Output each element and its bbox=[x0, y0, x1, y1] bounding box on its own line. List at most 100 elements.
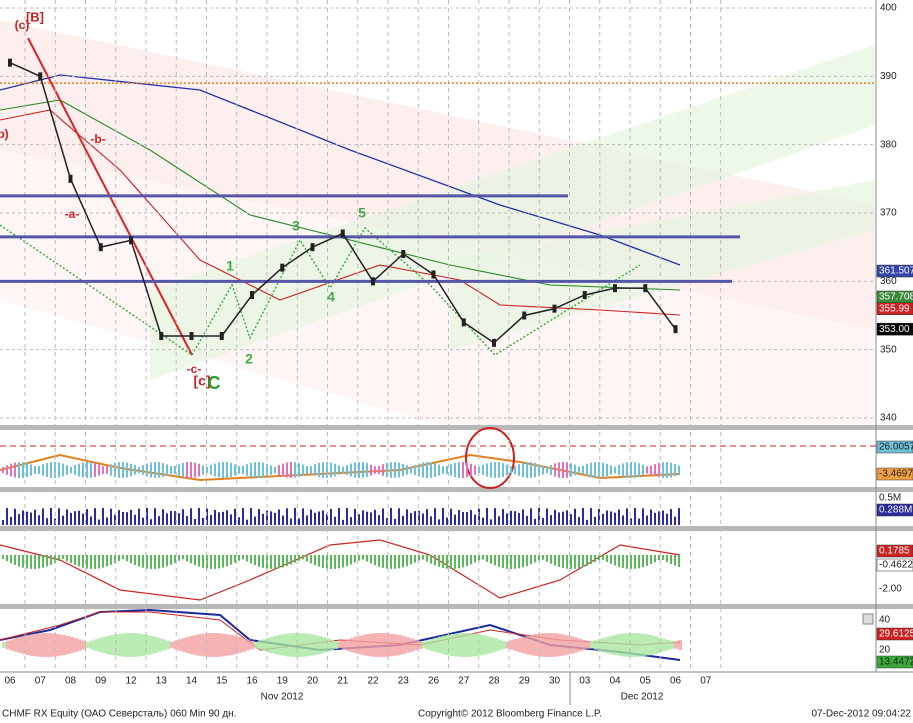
volume-bar bbox=[374, 509, 376, 525]
volume-bar bbox=[90, 516, 92, 525]
histogram-bar bbox=[130, 555, 132, 564]
cloud-bar bbox=[578, 638, 582, 652]
x-tick-label: 03 bbox=[579, 676, 591, 687]
histogram-bar bbox=[98, 555, 100, 569]
wave-annotation: 5 bbox=[358, 205, 366, 221]
volume-bar bbox=[98, 519, 100, 525]
price-candle bbox=[643, 284, 648, 293]
oscillator-bar bbox=[498, 462, 500, 478]
volume-bar bbox=[362, 510, 364, 525]
volume-bar bbox=[398, 508, 400, 525]
x-tick-label: 20 bbox=[307, 676, 319, 687]
volume-bar bbox=[298, 518, 300, 525]
histogram-bar bbox=[290, 555, 292, 565]
oscillator-bar bbox=[150, 462, 152, 478]
oscillator-bar bbox=[82, 462, 84, 478]
x-tick-label: 16 bbox=[246, 676, 258, 687]
x-tick-label: 06 bbox=[670, 676, 682, 687]
cloud-bar bbox=[154, 637, 158, 653]
cloud-bar bbox=[570, 636, 574, 654]
histogram-bar bbox=[14, 555, 16, 565]
histogram-bar bbox=[658, 555, 660, 561]
volume-bar bbox=[678, 508, 680, 525]
oscillator-bar bbox=[426, 462, 428, 478]
oscillator-bar bbox=[34, 466, 36, 474]
oscillator-bar bbox=[298, 463, 300, 477]
volume-bar bbox=[78, 510, 80, 525]
oscillator-bar bbox=[586, 464, 588, 476]
histogram-bar bbox=[246, 555, 248, 562]
volume-bar bbox=[306, 515, 308, 525]
oscillator-bar bbox=[554, 463, 556, 477]
histogram-bar bbox=[294, 555, 296, 563]
volume-bar bbox=[226, 510, 228, 525]
footer-center: Copyright© 2012 Bloomberg Finance L.P. bbox=[418, 709, 602, 720]
cloud-bar bbox=[78, 639, 82, 651]
histogram-bar bbox=[338, 555, 340, 569]
x-tick-label: 15 bbox=[216, 676, 228, 687]
oscillator-bar bbox=[670, 462, 672, 478]
histogram-bar bbox=[530, 555, 532, 565]
cloud-bar bbox=[178, 639, 182, 651]
oscillator-bar bbox=[522, 462, 524, 478]
cloud-bar bbox=[670, 641, 674, 649]
wave-annotation: [B] bbox=[26, 9, 44, 24]
indicator-label: 0.288M bbox=[879, 505, 912, 516]
cloud-bar bbox=[674, 641, 678, 649]
indicator-label: -0.4622 bbox=[879, 560, 913, 571]
volume-bar bbox=[570, 514, 572, 525]
histogram-bar bbox=[470, 555, 472, 565]
oscillator-bar bbox=[294, 462, 296, 478]
cloud-bar bbox=[302, 633, 306, 657]
volume-bar bbox=[558, 512, 560, 525]
cloud-bar bbox=[294, 633, 298, 657]
cloud-bar bbox=[442, 635, 446, 655]
wave-annotation: [c] bbox=[193, 373, 210, 389]
histogram-bar bbox=[162, 555, 164, 568]
oscillator-bar bbox=[238, 466, 240, 474]
histogram-bar bbox=[454, 555, 456, 569]
volume-bar bbox=[322, 510, 324, 525]
volume-bar bbox=[666, 513, 668, 525]
volume-bar bbox=[366, 511, 368, 525]
histogram-bar bbox=[166, 555, 168, 567]
oscillator-bar bbox=[614, 466, 616, 474]
histogram-bar bbox=[426, 555, 428, 562]
histogram-bar bbox=[506, 555, 508, 569]
histogram-bar bbox=[582, 555, 584, 568]
cloud-bar bbox=[142, 634, 146, 656]
oscillator-bar bbox=[206, 466, 208, 474]
volume-bar bbox=[314, 512, 316, 525]
histogram-bar bbox=[242, 555, 244, 560]
cloud-bar bbox=[126, 633, 130, 657]
histogram-bar bbox=[54, 555, 56, 564]
price-candle bbox=[613, 284, 617, 293]
cloud-bar bbox=[394, 634, 398, 656]
oscillator-bar bbox=[202, 465, 204, 475]
cloud-bar bbox=[138, 633, 142, 657]
cloud-bar bbox=[74, 638, 78, 652]
panel-button[interactable] bbox=[862, 613, 874, 625]
histogram-bar bbox=[262, 555, 264, 568]
histogram-bar bbox=[398, 555, 400, 569]
volume-bar bbox=[334, 516, 336, 525]
oscillator-bar bbox=[378, 465, 380, 475]
histogram-bar bbox=[126, 555, 128, 562]
oscillator-bar bbox=[126, 462, 128, 478]
cloud-bar bbox=[6, 640, 10, 650]
oscillator-bar bbox=[194, 462, 196, 478]
volume-bar bbox=[250, 508, 252, 525]
volume-bar bbox=[446, 517, 448, 525]
cloud-bar bbox=[446, 634, 450, 656]
cloud-bar bbox=[518, 637, 522, 653]
cloud-bar bbox=[70, 636, 74, 654]
histogram-bar bbox=[558, 555, 560, 567]
highlight-ellipse bbox=[465, 427, 515, 489]
histogram-bar bbox=[78, 555, 80, 567]
cloud-bar bbox=[218, 633, 222, 657]
volume-bar bbox=[350, 517, 352, 525]
histogram-bar bbox=[594, 555, 596, 563]
histogram-bar bbox=[478, 555, 480, 561]
volume-bar bbox=[454, 514, 456, 525]
cloud-bar bbox=[666, 639, 670, 651]
